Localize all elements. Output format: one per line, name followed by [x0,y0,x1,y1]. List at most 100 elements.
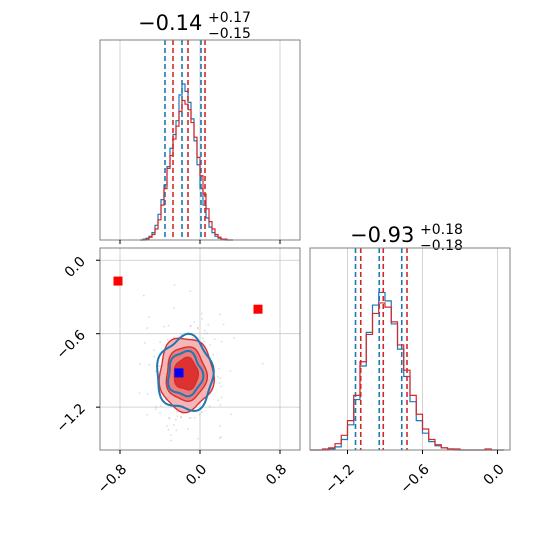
scatter-point [189,325,192,327]
joint-ytick-label-0: 0.0 [62,254,89,281]
marginal-y-title-lower-error: −0.18 [420,238,463,254]
scatter-point [216,375,219,378]
blue-contour-1 [156,332,215,413]
scatter-point [167,428,170,431]
scatter-point [220,340,223,343]
scatter-point [167,324,170,327]
marginal-y-panel: −0.93 +0.18−0.18 −1.2 −0.6 0.0 [309,222,511,497]
scatter-point [219,385,222,388]
scatter-point [159,405,162,407]
scatter-point [186,428,189,430]
scatter-point [189,290,192,293]
scatter-point [200,312,203,315]
scatter-point [153,355,155,358]
marginal-y-xtick-label-0: −1.2 [322,461,357,496]
joint-panel: 0.0 −0.6 −1.2−0.8 0.0 0.8 [53,247,301,497]
scatter-point [146,327,149,329]
scatter-point [159,341,162,344]
scatter-point [203,332,206,335]
scatter-point [146,393,149,395]
marginal-y-frame [309,247,511,451]
scatter-point [218,437,221,439]
scatter-point [213,338,216,341]
blue-contour-0 [167,349,205,398]
scatter-point [219,313,221,316]
scatter-point [155,408,157,410]
scatter-point [180,416,182,419]
scatter-point [203,329,206,332]
scatter-point [219,404,222,406]
scatter-point [170,439,173,442]
scatter-point [229,370,232,372]
scatter-point [180,333,183,336]
scatter-point [200,411,203,414]
scatter-point [176,411,178,413]
scatter-point [159,411,161,414]
scatter-point [174,418,177,421]
marginal-y-xtick-label-1: −0.6 [397,461,432,496]
scatter-point [173,284,176,286]
marker-1 [253,304,263,314]
scatter-point [148,363,151,366]
scatter-point [217,399,220,402]
marginal-y-xtick-label-2: 0.0 [481,461,508,488]
marginal-x-title-value: −0.14 [138,11,202,35]
marginal-x-title-upper-error: +0.17 [208,10,251,26]
scatter-point [199,413,201,416]
scatter-point [220,396,223,399]
scatter-point [261,362,264,365]
scatter-point [197,437,200,440]
scatter-point [138,392,141,394]
scatter-point [189,417,192,419]
scatter-point [193,321,196,323]
joint-xtick-label-0: −0.8 [95,461,130,496]
scatter-point [181,412,184,415]
scatter-point [189,324,192,327]
scatter-point [168,417,171,420]
marker-2 [174,368,184,378]
scatter-point [230,413,233,416]
scatter-point [220,436,223,439]
scatter-point [201,337,204,340]
scatter-point [175,429,178,432]
scatter-point [207,323,210,326]
marginal-x-panel: −0.14 +0.17−0.15 [99,10,301,244]
scatter-point [202,340,205,343]
scatter-point [143,341,146,344]
scatter-point [233,336,236,339]
scatter-point [218,382,221,384]
marginal-x-histogram-series-1 [140,99,233,241]
scatter-point [167,416,170,419]
scatter-point [154,405,157,408]
scatter-point [148,316,150,318]
scatter-point [206,332,209,335]
scatter-point [197,326,199,329]
joint-xtick-label-2: 0.8 [263,461,290,488]
joint-ytick-label-1: −0.6 [53,327,88,362]
marginal-y-title-upper-error: +0.18 [420,222,463,238]
scatter-point [196,327,199,330]
scatter-point [209,344,212,346]
scatter-point [173,423,175,426]
scatter-point [219,377,222,380]
scatter-point [163,325,166,328]
scatter-point [165,425,168,427]
scatter-point [153,349,156,352]
scatter-point [208,405,211,408]
scatter-point [146,413,149,416]
marginal-x-histogram-series-0 [140,83,233,241]
scatter-point [212,353,215,356]
scatter-point [201,318,204,320]
scatter-point [191,336,194,339]
scatter-point [188,417,191,420]
scatter-point [218,367,220,370]
scatter-point [222,323,225,326]
scatter-point [193,416,196,419]
scatter-point [176,415,179,418]
scatter-point [166,339,169,341]
scatter-point [142,294,145,297]
scatter-point [180,415,183,418]
scatter-point [158,365,161,368]
red-contour-2 [173,356,200,391]
